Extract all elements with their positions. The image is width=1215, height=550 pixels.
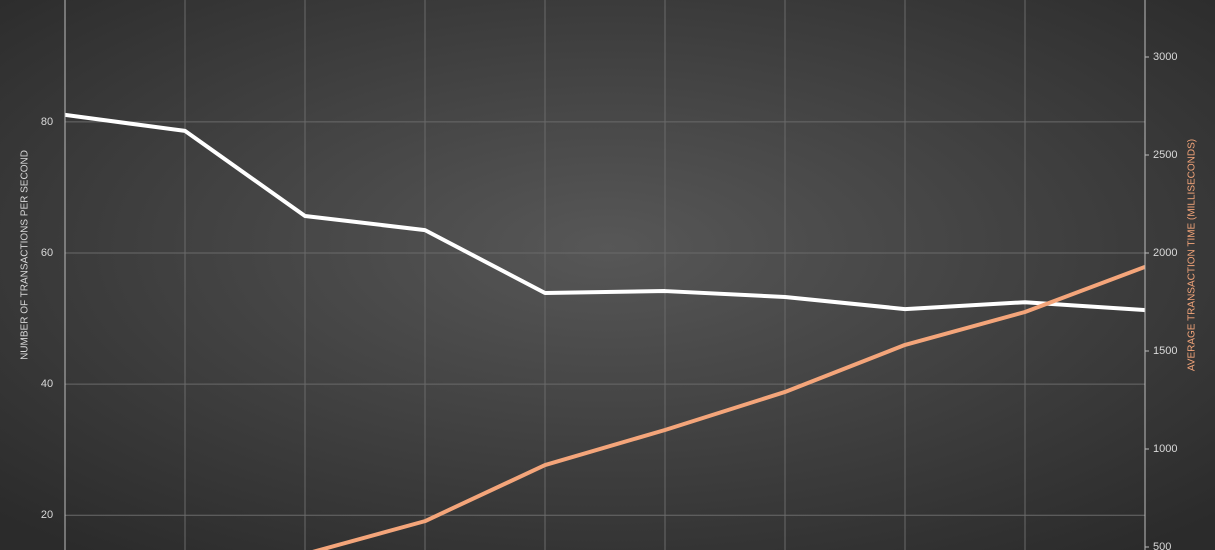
y2-tick-label: 1000 (1153, 443, 1177, 455)
y2-tick-label: 1500 (1153, 345, 1177, 357)
y-axis-title: NUMBER OF TRANSACTIONS PER SECOND (20, 150, 31, 360)
y-tick-label: 40 (41, 378, 53, 390)
grid (65, 0, 1145, 550)
y2-tick-label: 3000 (1153, 51, 1177, 63)
plot (65, 112, 1145, 550)
y-tick-label: 80 (41, 116, 53, 128)
y-tick-label: 60 (41, 247, 53, 259)
series-line (312, 265, 1145, 550)
y-tick-label: 20 (41, 509, 53, 521)
y2-axis-title: AVERAGE TRANSACTION TIME (MILLISECONDS) (1187, 139, 1198, 371)
series-line (65, 112, 1145, 313)
y2-tick-label: 500 (1153, 541, 1171, 550)
y2-tick-label: 2000 (1153, 247, 1177, 259)
y2-tick-label: 2500 (1153, 149, 1177, 161)
